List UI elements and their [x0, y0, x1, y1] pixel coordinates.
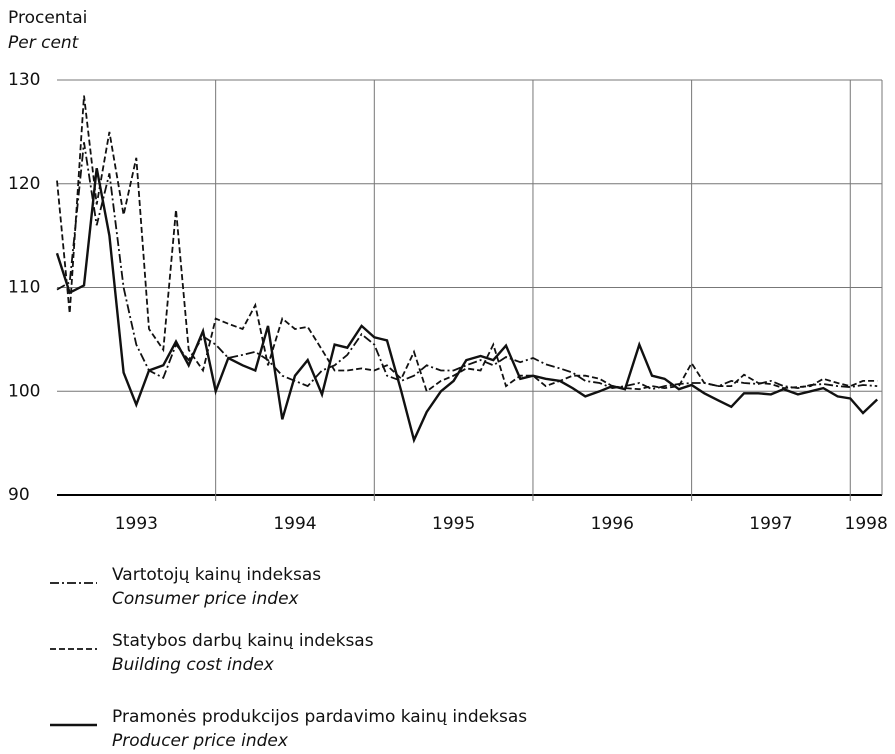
x-tick-label: 1993 [115, 514, 158, 534]
legend-label: Vartotojų kainų indeksas [112, 565, 321, 585]
legend-label-en: Producer price index [112, 731, 289, 751]
y-tick-label: 100 [8, 381, 40, 401]
series-line [56, 142, 878, 391]
legend-label-en: Building cost index [112, 655, 275, 675]
legend-label: Statybos darbų kainų indeksas [112, 631, 374, 651]
x-tick-label: 1998 [845, 514, 888, 534]
x-tick-label: 1995 [432, 514, 475, 534]
y-tick-label: 110 [8, 278, 40, 298]
x-tick-label: 1994 [273, 514, 316, 534]
x-tick-label: 1996 [591, 514, 634, 534]
y-axis-label: Procentai [8, 8, 87, 28]
series-line [55, 167, 879, 444]
y-tick-label: 120 [8, 174, 40, 194]
x-tick-label: 1997 [749, 514, 792, 534]
legend-label: Pramonės produkcijos pardavimo kainų ind… [112, 707, 527, 727]
y-tick-label: 90 [8, 485, 30, 505]
y-axis-label-en: Per cent [8, 33, 80, 53]
y-tick-label: 130 [8, 70, 40, 90]
legend-label-en: Consumer price index [112, 589, 300, 609]
